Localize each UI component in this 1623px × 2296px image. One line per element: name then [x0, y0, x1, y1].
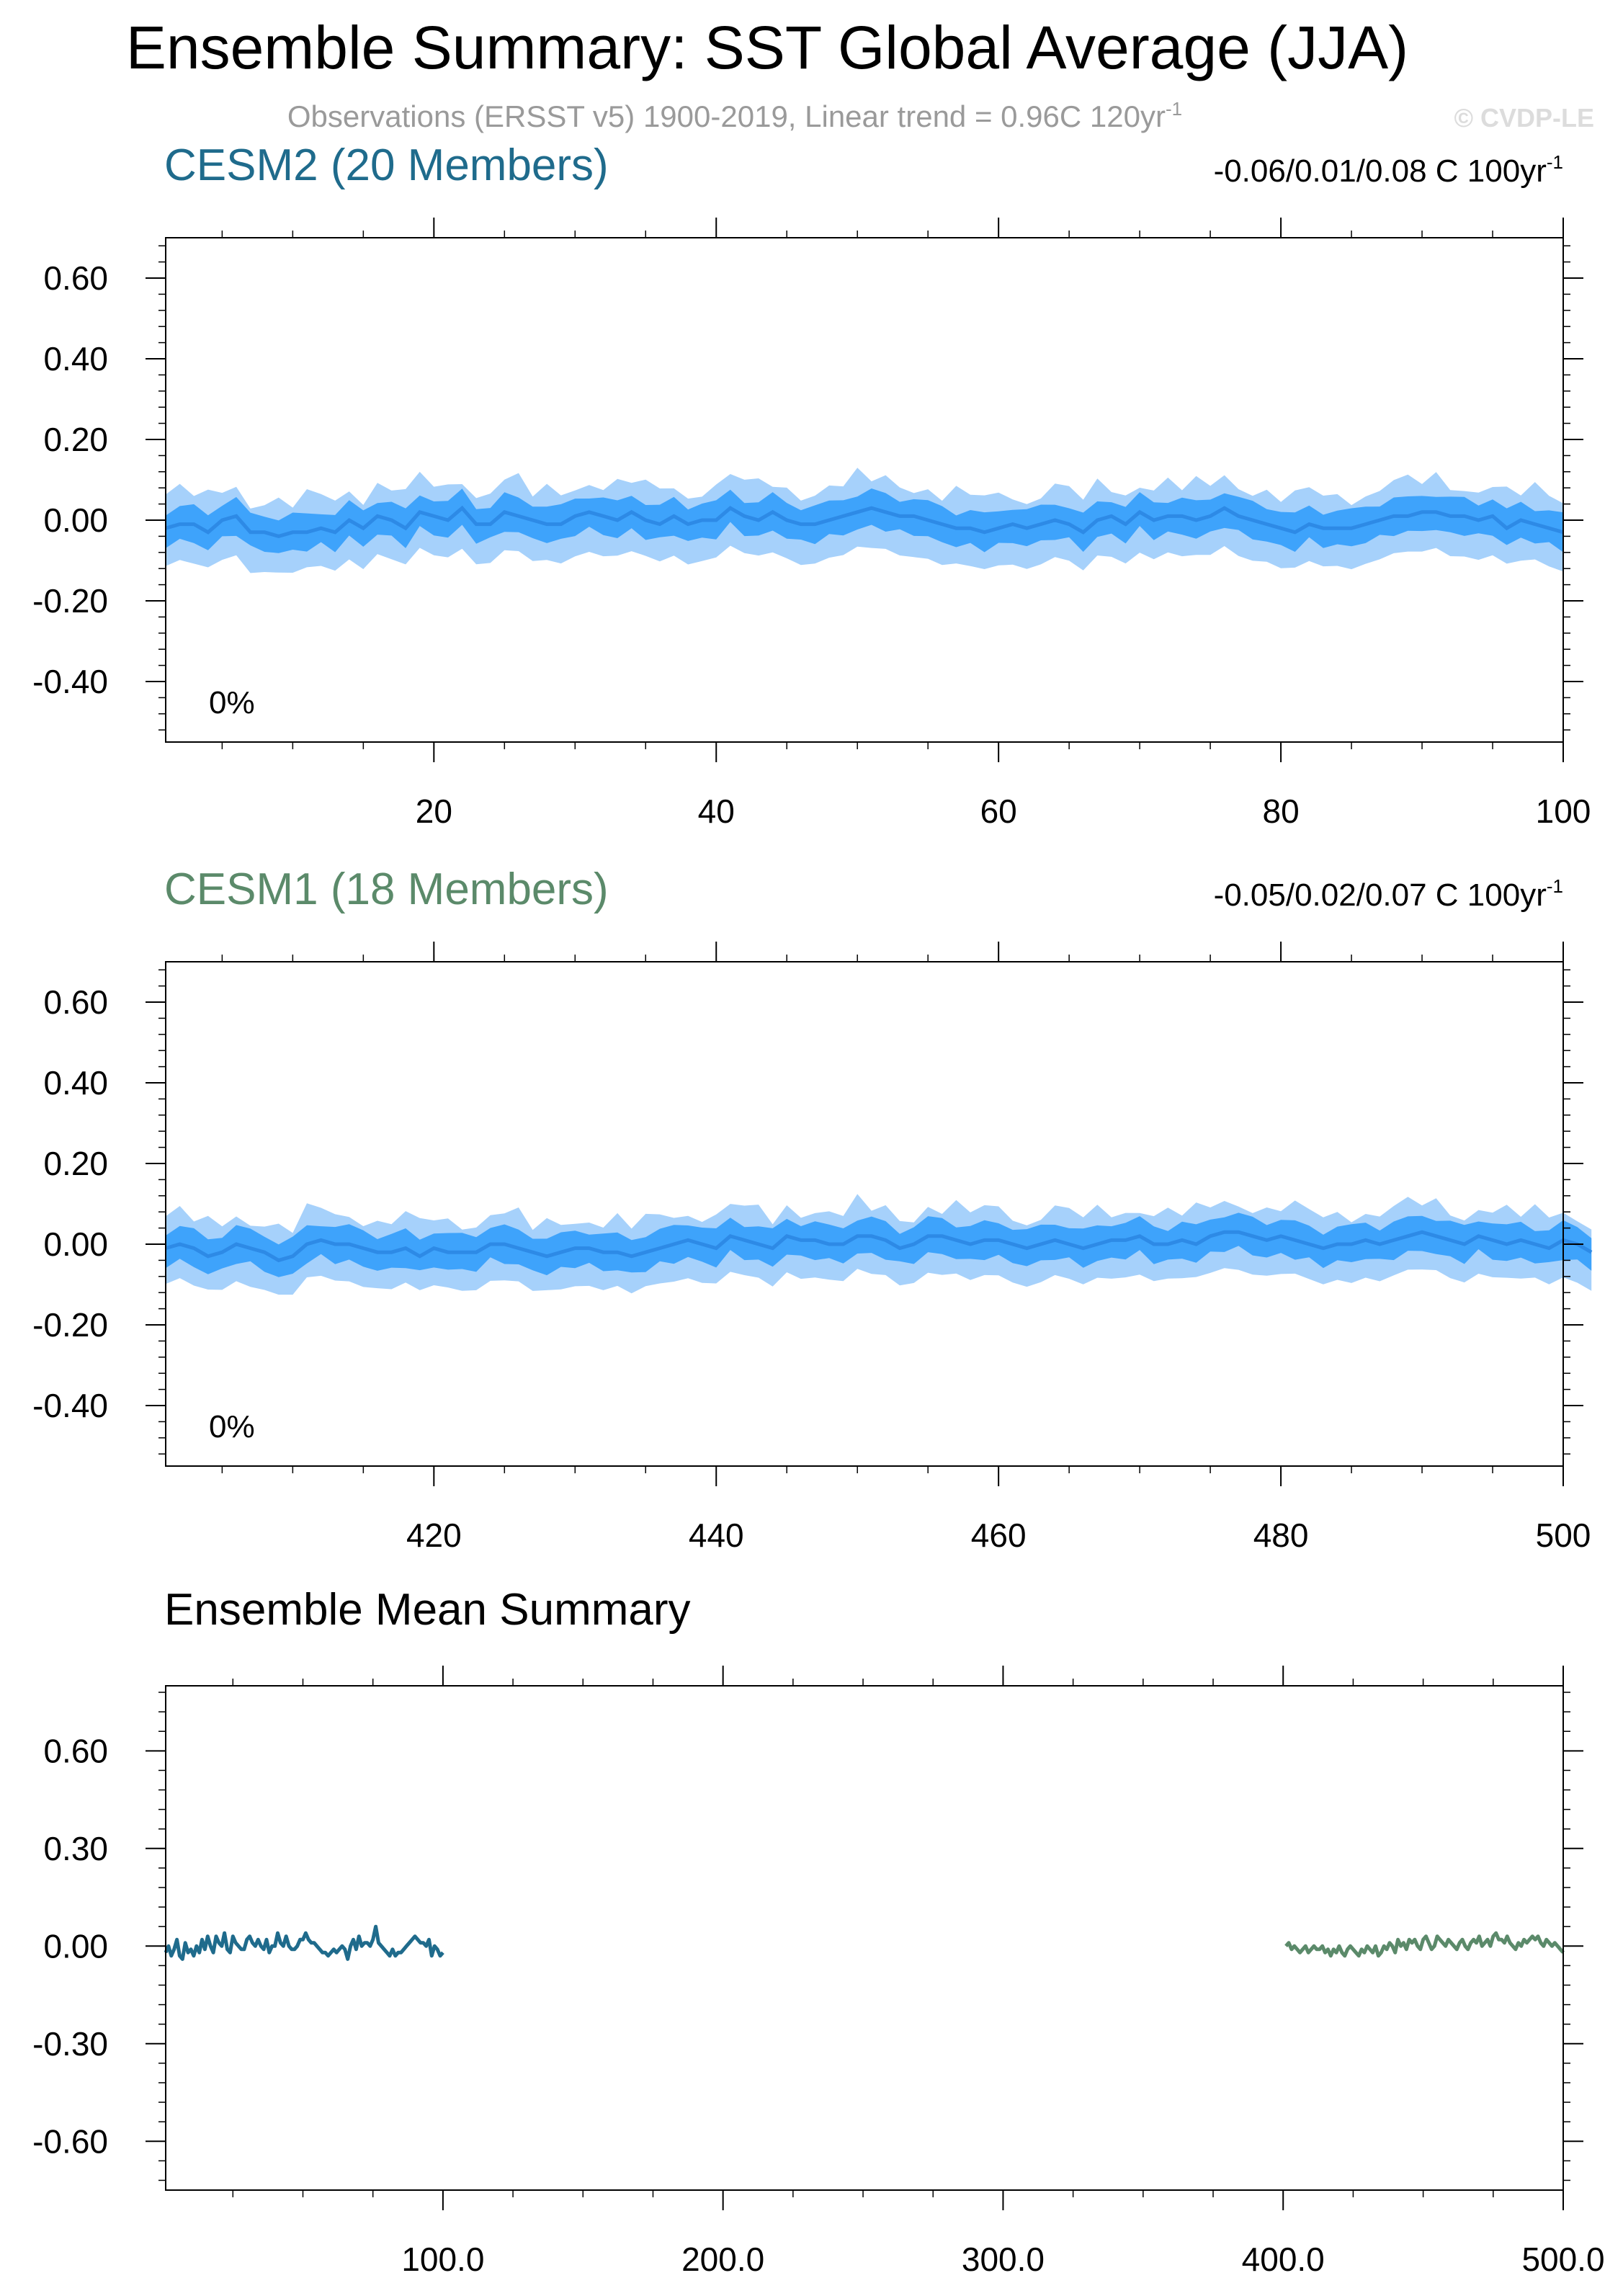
y-tick-label: 0.20	[43, 1145, 108, 1182]
trend-label: -0.06/0.01/0.08 C 100yr-1	[1214, 151, 1563, 189]
plot-frame	[165, 1685, 1564, 2191]
series-line-cesm2	[164, 1924, 444, 1961]
ensemble-iqr-band	[166, 488, 1563, 553]
figure-subtitle: Observations (ERSST v5) 1900-2019, Linea…	[287, 98, 1182, 133]
percent-label: 0%	[209, 685, 255, 720]
trend-label-sup: -1	[1547, 875, 1563, 897]
figure-title: Ensemble Summary: SST Global Average (JJ…	[126, 14, 1408, 81]
y-tick-label: -0.40	[32, 663, 108, 700]
trend-label-sup: -1	[1547, 151, 1563, 173]
series-line-cesm1	[1284, 1931, 1565, 1958]
percent-label: 0%	[209, 1409, 255, 1444]
x-tick-label: 200.0	[681, 2241, 764, 2278]
x-tick-label: 100.0	[401, 2241, 484, 2278]
panel-ensemble-mean: Ensemble Mean Summary 0.60 0.30 0.00 -0.30 -0…	[32, 1585, 1604, 2278]
y-tick-label: 0.60	[43, 1732, 108, 1769]
y-tick-label: 0.20	[43, 421, 108, 458]
watermark: © CVDP-LE	[1454, 103, 1594, 133]
y-tick-label: -0.20	[32, 582, 108, 620]
y-tick-label: 0.30	[43, 1830, 108, 1867]
x-tick-label: 300.0	[962, 2241, 1045, 2278]
x-tick-label: 420	[406, 1516, 462, 1554]
x-tick-label: 400.0	[1242, 2241, 1325, 2278]
panel-title: CESM2 (20 Members)	[164, 140, 609, 190]
plot-frame	[165, 961, 1564, 1467]
panel-title: CESM1 (18 Members)	[164, 865, 609, 914]
y-tick-label: -0.30	[32, 2025, 108, 2063]
y-tick-label: 0.40	[43, 340, 108, 378]
y-tick-label: -0.20	[32, 1306, 108, 1344]
ensemble-iqr-band	[166, 1212, 1592, 1277]
x-tick-label: 40	[698, 792, 735, 830]
figure-subtitle-sup: -1	[1166, 98, 1182, 120]
x-tick-label: 100	[1536, 792, 1591, 830]
panel-cesm2: CESM2 (20 Members) -0.06/0.01/0.08 C 100y…	[32, 140, 1591, 830]
panel-cesm1: CESM1 (18 Members) -0.05/0.02/0.07 C 100y…	[32, 865, 1593, 1554]
x-tick-label: 460	[971, 1516, 1027, 1554]
trend-label: -0.05/0.02/0.07 C 100yr-1	[1214, 875, 1563, 913]
y-tick-label: -0.40	[32, 1387, 108, 1424]
x-tick-label: 440	[689, 1516, 744, 1554]
ensemble-mean-line	[165, 505, 1564, 539]
x-tick-label: 480	[1253, 1516, 1309, 1554]
x-tick-label: 20	[416, 792, 452, 830]
y-tick-label: 0.00	[43, 501, 108, 539]
x-tick-label: 60	[980, 792, 1017, 830]
y-tick-label: 0.00	[43, 1225, 108, 1263]
ensemble-mean-line	[165, 1230, 1593, 1263]
x-tick-label: 500	[1536, 1516, 1591, 1554]
plot-frame	[165, 237, 1564, 743]
y-tick-label: 0.40	[43, 1064, 108, 1102]
y-tick-label: 0.00	[43, 1927, 108, 1965]
y-tick-label: 0.60	[43, 259, 108, 297]
x-tick-label: 80	[1262, 792, 1299, 830]
y-tick-label: 0.60	[43, 983, 108, 1021]
y-tick-label: -0.60	[32, 2122, 108, 2160]
x-tick-label: 500.0	[1521, 2241, 1604, 2278]
panel-title: Ensemble Mean Summary	[164, 1585, 691, 1635]
